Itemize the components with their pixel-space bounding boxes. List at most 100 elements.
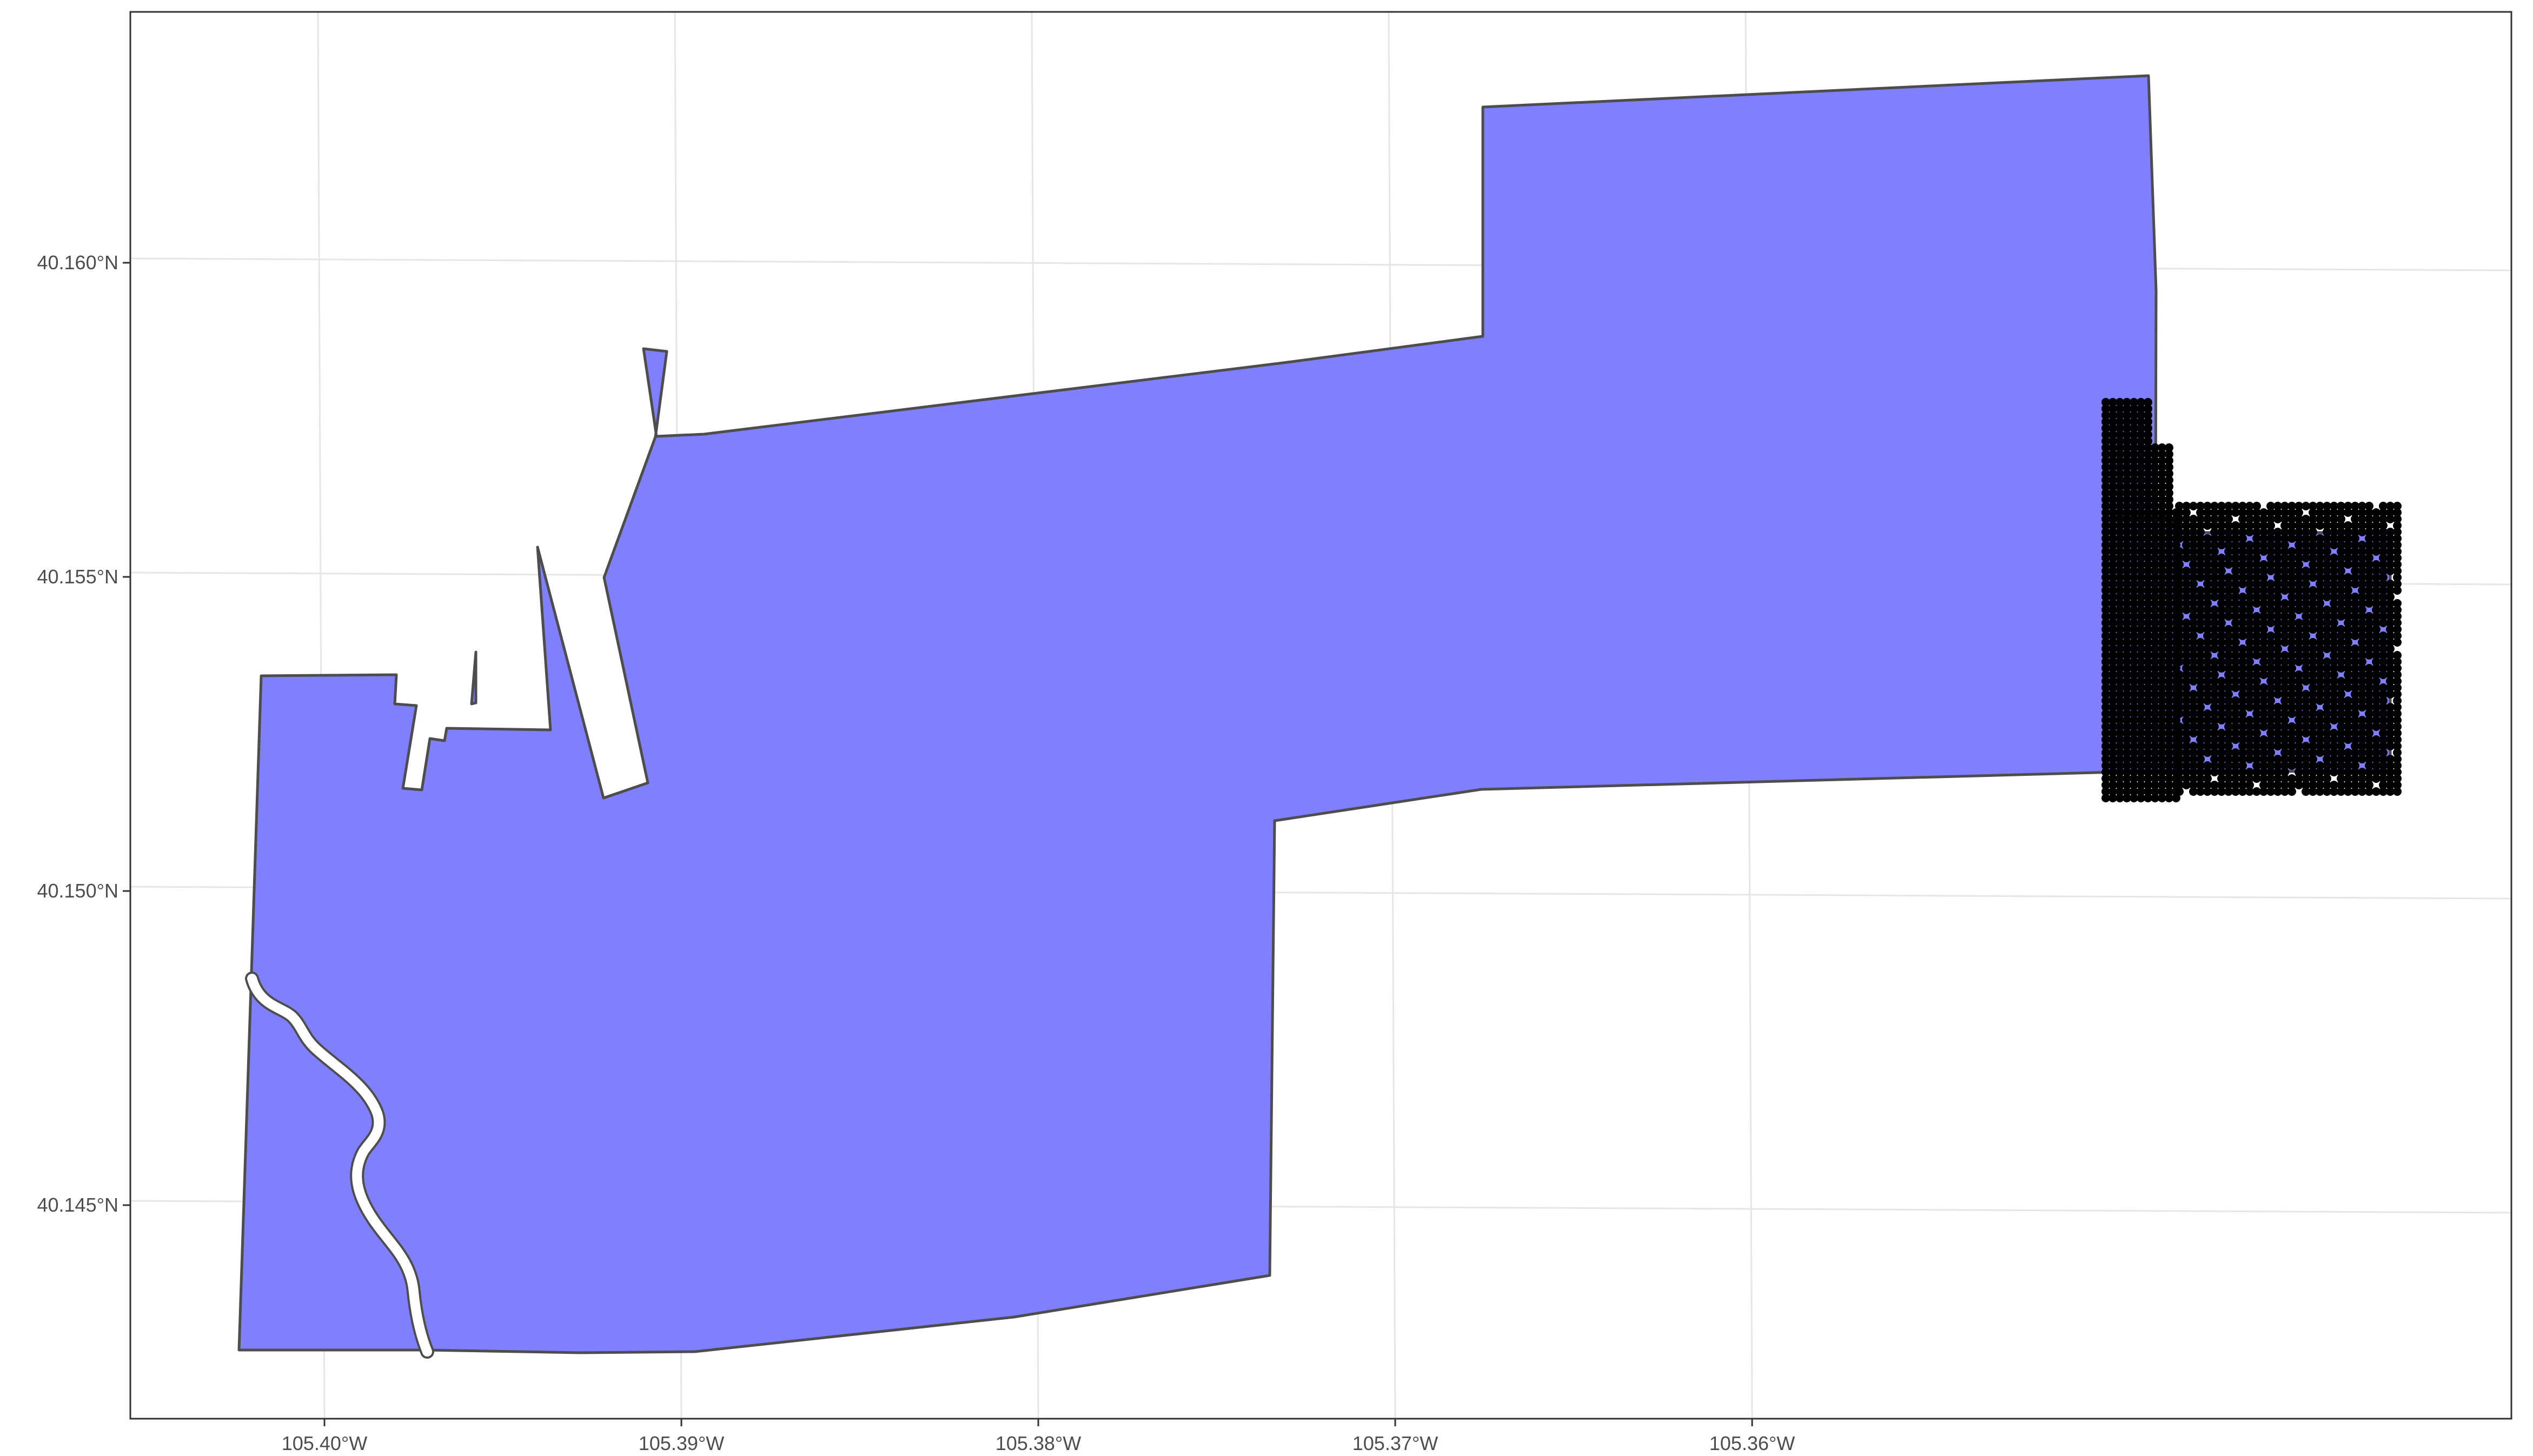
sample-point (2217, 580, 2226, 588)
sample-point (2203, 657, 2212, 666)
sample-point (2108, 755, 2117, 763)
sample-point (2309, 748, 2317, 757)
sample-point (2123, 664, 2131, 673)
sample-point (2175, 599, 2184, 608)
sample-point (2196, 677, 2205, 686)
sample-point (2116, 670, 2124, 679)
sample-point (2351, 554, 2359, 562)
sample-point (2365, 755, 2373, 763)
sample-point (2365, 677, 2373, 686)
sample-point (2196, 768, 2205, 776)
sample-point (2302, 709, 2310, 718)
sample-point (2175, 606, 2184, 614)
sample-point (2316, 722, 2324, 731)
sample-point (2231, 534, 2240, 543)
sample-point (2123, 554, 2131, 562)
sample-point (2137, 456, 2145, 465)
sample-point (2252, 644, 2261, 653)
sample-point (2273, 502, 2282, 510)
sample-point (2203, 521, 2212, 530)
sample-point (2108, 703, 2117, 712)
sample-point (2189, 515, 2198, 523)
sample-point (2323, 586, 2331, 595)
sample-point (2123, 515, 2131, 523)
sample-point (2252, 670, 2261, 679)
sample-point (2252, 586, 2261, 595)
sample-point (2344, 664, 2352, 673)
sample-point (2316, 683, 2324, 692)
sample-point (2287, 690, 2296, 699)
sample-point (2259, 657, 2268, 666)
sample-point (2165, 495, 2173, 504)
sample-point (2144, 729, 2152, 737)
sample-point (2287, 560, 2296, 569)
sample-point (2379, 586, 2388, 595)
sample-point (2372, 703, 2381, 712)
sample-point (2165, 638, 2173, 647)
sample-point (2273, 515, 2282, 523)
sample-point (2182, 729, 2191, 737)
sample-point (2379, 644, 2388, 653)
sample-point (2210, 638, 2219, 647)
sample-point (2302, 748, 2310, 757)
sample-point (2393, 677, 2402, 686)
sample-point (2266, 768, 2275, 776)
sample-point (2116, 567, 2124, 575)
sample-point (2358, 560, 2366, 569)
sample-point (2123, 495, 2131, 504)
sample-point (2175, 521, 2184, 530)
sample-point (2130, 521, 2138, 530)
sample-point (2266, 619, 2275, 627)
sample-point (2358, 631, 2366, 640)
sample-point (2210, 729, 2219, 737)
sample-point (2365, 644, 2373, 653)
sample-point (2302, 619, 2310, 627)
sample-point (2108, 476, 2117, 484)
y-axis: 40.160°N40.155°N40.150°N40.145°N (37, 251, 130, 1216)
sample-point (2144, 463, 2152, 471)
sample-point (2393, 774, 2402, 783)
sample-point (2245, 774, 2254, 783)
sample-point (2123, 437, 2131, 446)
sample-point (2330, 502, 2338, 510)
sample-point (2196, 683, 2205, 692)
sample-point (2224, 521, 2233, 530)
sample-point (2123, 534, 2131, 543)
sample-point (2344, 683, 2352, 692)
sample-point (2379, 515, 2388, 523)
sample-point (2210, 690, 2219, 699)
sample-point (2238, 644, 2247, 653)
sample-point (2151, 748, 2159, 757)
sample-point (2175, 612, 2184, 621)
sample-point (2189, 703, 2198, 712)
sample-point (2203, 774, 2212, 783)
sample-point (2189, 534, 2198, 543)
sample-point (2287, 612, 2296, 621)
sample-point (2344, 729, 2352, 737)
sample-point (2116, 774, 2124, 783)
sample-point (2365, 586, 2373, 595)
sample-point (2351, 508, 2359, 517)
sample-point (2365, 528, 2373, 536)
sample-point (2123, 761, 2131, 770)
sample-point (2316, 612, 2324, 621)
sample-point (2182, 619, 2191, 627)
sample-point (2189, 528, 2198, 536)
sample-point (2273, 508, 2282, 517)
sample-point (2116, 411, 2124, 420)
sample-point (2158, 625, 2166, 634)
sample-point (2393, 787, 2402, 796)
sample-point (2137, 573, 2145, 582)
sample-point (2344, 521, 2352, 530)
sample-point (2245, 729, 2254, 737)
sample-point (2365, 638, 2373, 647)
sample-point (2189, 664, 2198, 673)
sample-point (2273, 761, 2282, 770)
sample-point (2108, 768, 2117, 776)
sample-point (2337, 683, 2345, 692)
sample-point (2108, 580, 2117, 588)
sample-point (2393, 560, 2402, 569)
sample-point (2372, 664, 2381, 673)
sample-point (2316, 567, 2324, 575)
sample-point (2266, 703, 2275, 712)
